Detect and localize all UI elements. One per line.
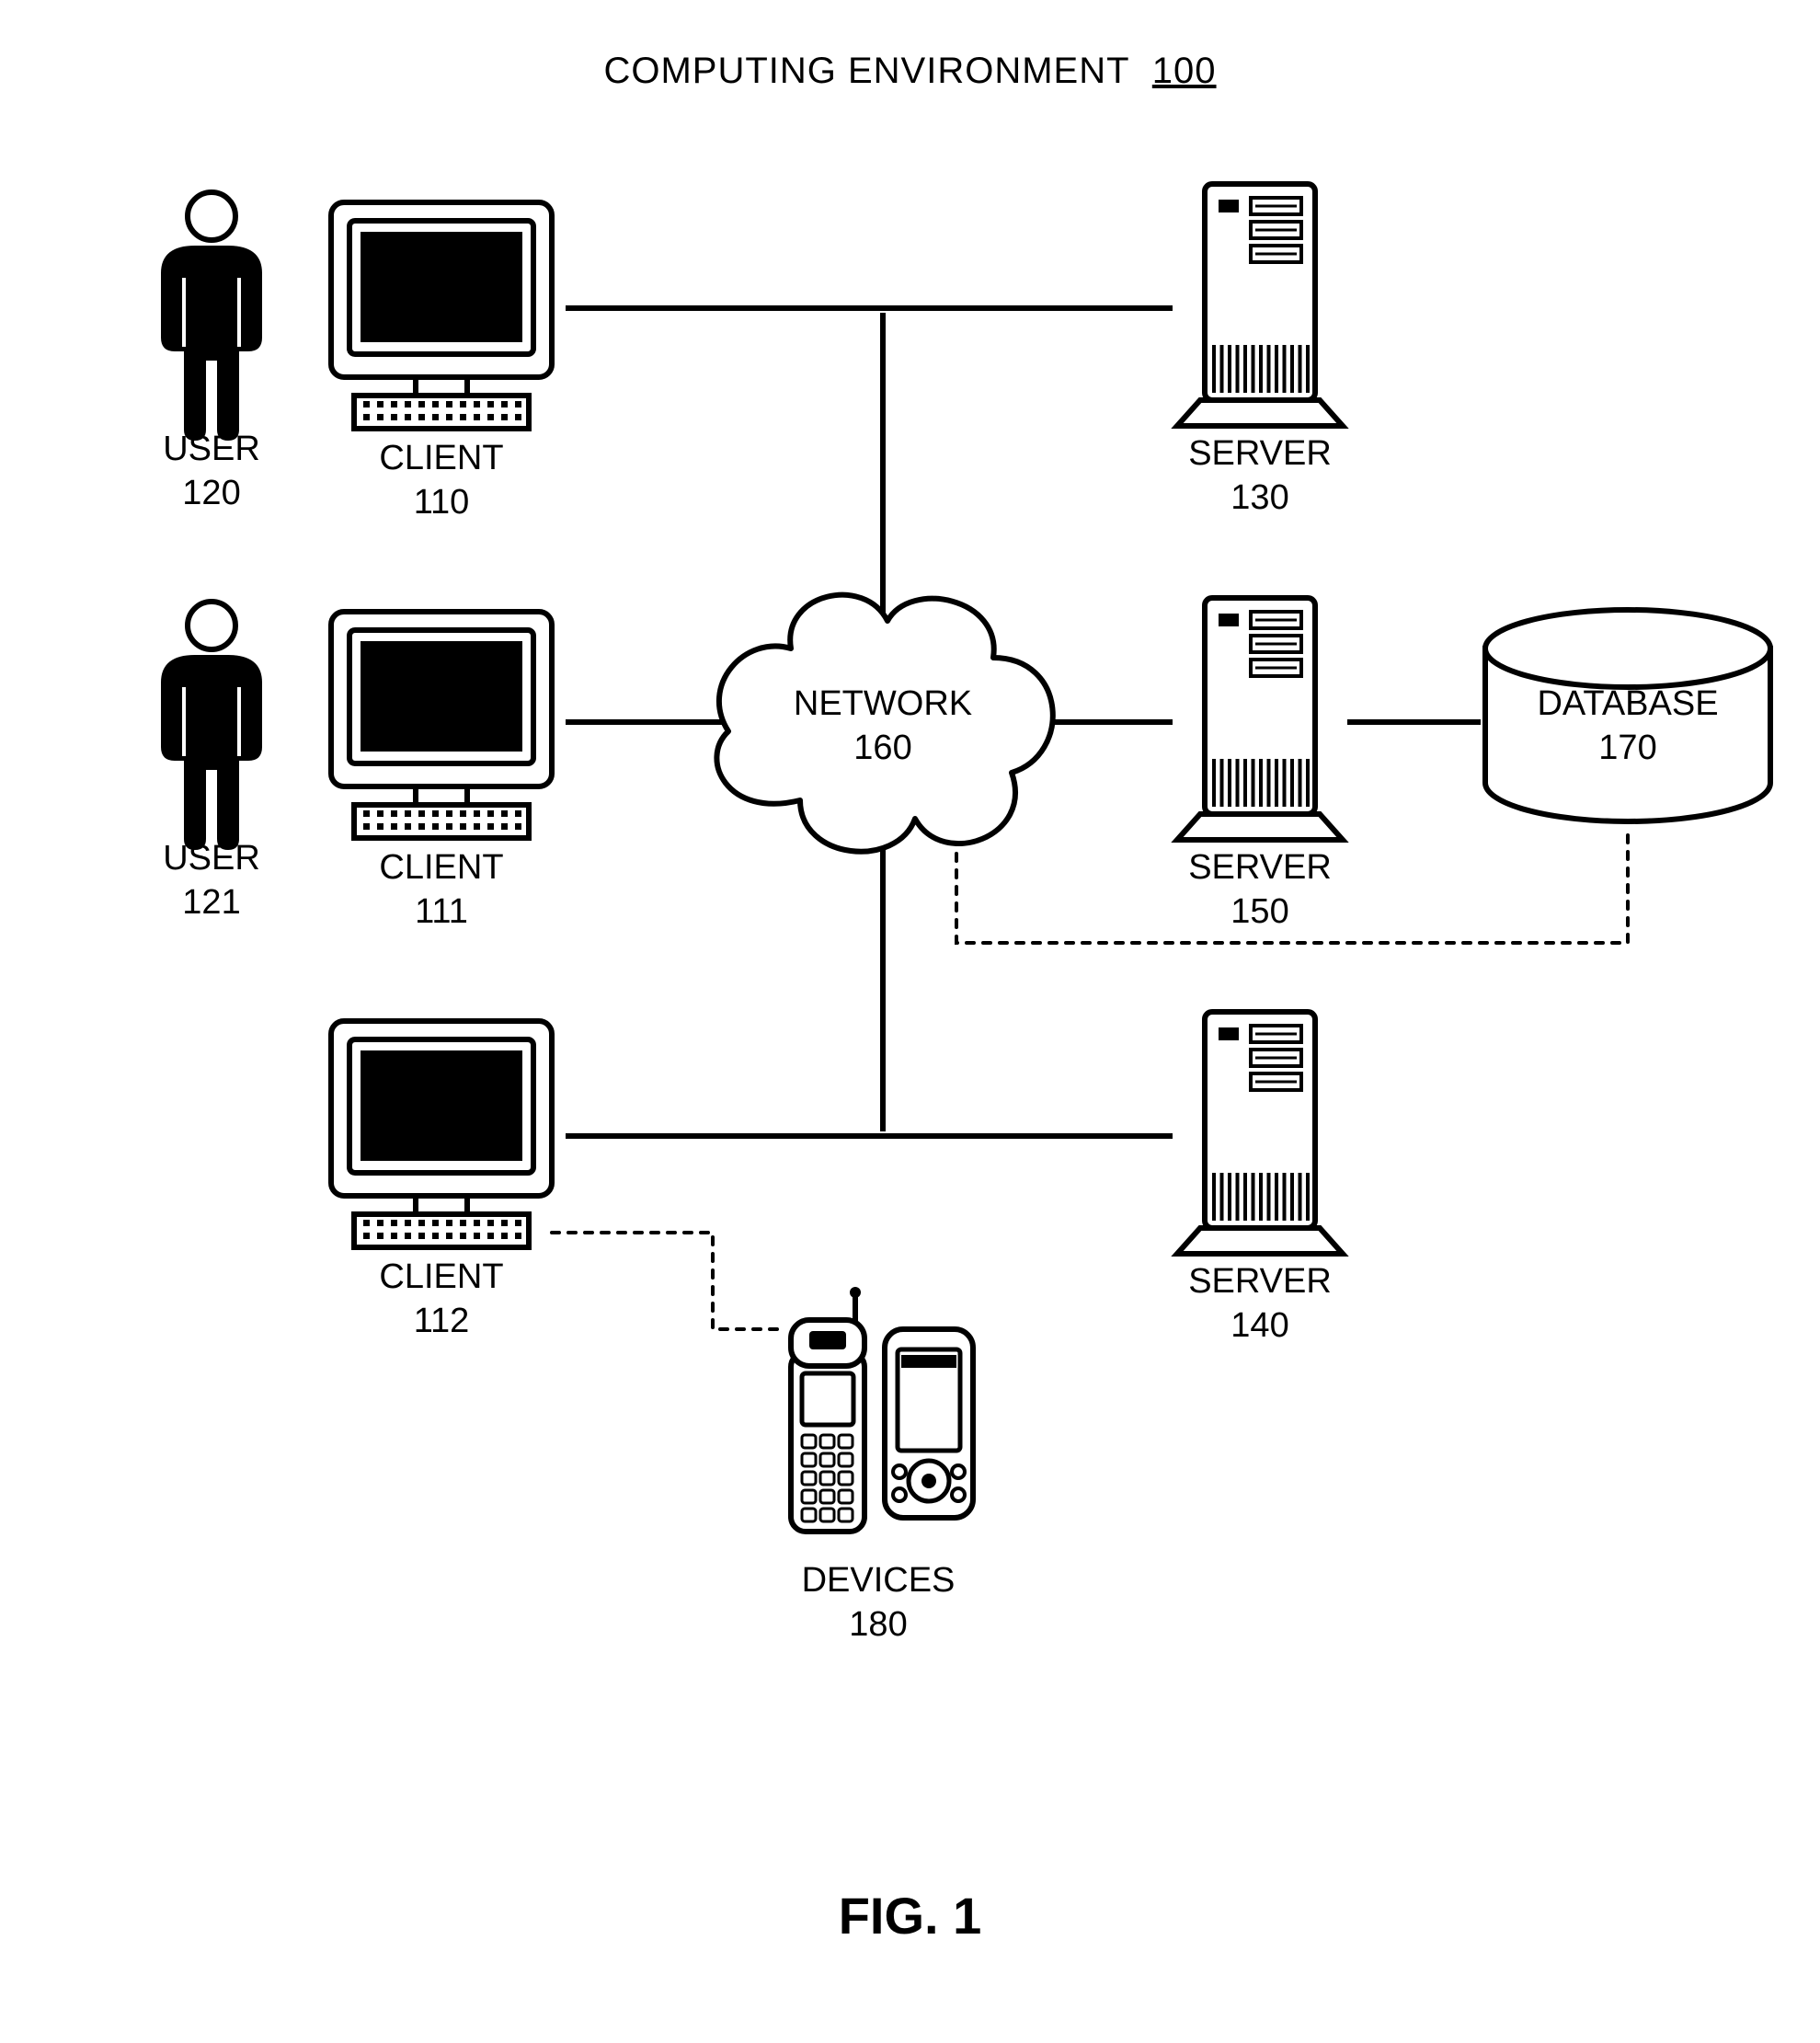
svg-text:121: 121 [182, 883, 240, 922]
node-client111 [331, 612, 552, 838]
svg-text:111: 111 [415, 892, 468, 931]
svg-text:180: 180 [849, 1605, 907, 1644]
node-server140 [1177, 1012, 1343, 1254]
svg-text:USER: USER [163, 430, 260, 468]
svg-text:CLIENT: CLIENT [379, 1257, 503, 1296]
svg-text:110: 110 [414, 483, 470, 522]
diagram-svg: USER 120 USER 121 CLIENT 110 CLIENT 111 CLIENT 11… [0, 0, 1820, 2043]
svg-text:CLIENT: CLIENT [379, 439, 503, 477]
node-user120 [161, 192, 262, 441]
node-client110 [331, 202, 552, 429]
title-ref: 100 [1152, 51, 1217, 91]
svg-text:DATABASE: DATABASE [1537, 684, 1718, 723]
svg-text:DEVICES: DEVICES [802, 1561, 956, 1600]
figure-label: FIG. 1 [0, 1886, 1820, 1945]
node-network160 [716, 595, 1052, 852]
node-server150 [1177, 598, 1343, 840]
svg-text:SERVER: SERVER [1188, 434, 1332, 473]
svg-text:CLIENT: CLIENT [379, 848, 503, 887]
node-client112 [331, 1021, 552, 1247]
svg-text:140: 140 [1231, 1306, 1288, 1345]
svg-text:112: 112 [414, 1302, 470, 1340]
svg-text:160: 160 [853, 729, 911, 767]
diagram-title: COMPUTING ENVIRONMENT 100 [0, 51, 1820, 92]
edge-dashed-client112-to-devices [552, 1233, 786, 1329]
node-user121 [161, 602, 262, 850]
svg-text:130: 130 [1231, 478, 1288, 517]
svg-text:USER: USER [163, 839, 260, 878]
svg-text:120: 120 [182, 474, 240, 512]
svg-text:170: 170 [1598, 729, 1656, 767]
node-devices180 [791, 1287, 973, 1532]
svg-text:SERVER: SERVER [1188, 1262, 1332, 1301]
svg-text:SERVER: SERVER [1188, 848, 1332, 887]
diagram-container: COMPUTING ENVIRONMENT 100 USER 120 USER 121… [0, 0, 1820, 2043]
svg-text:NETWORK: NETWORK [794, 684, 972, 723]
edges [552, 308, 1628, 1329]
svg-text:150: 150 [1231, 892, 1288, 931]
node-server130 [1177, 184, 1343, 426]
title-text: COMPUTING ENVIRONMENT [603, 51, 1129, 91]
